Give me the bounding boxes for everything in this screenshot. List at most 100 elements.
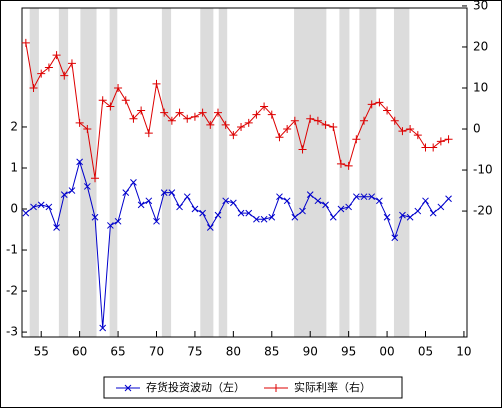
series-marker bbox=[167, 116, 176, 125]
shaded-period bbox=[80, 8, 97, 337]
series-marker bbox=[275, 133, 284, 142]
series-marker bbox=[214, 211, 222, 219]
shaded-period bbox=[393, 8, 410, 337]
series-marker bbox=[375, 98, 384, 107]
series-marker bbox=[436, 137, 445, 146]
series-marker bbox=[376, 197, 383, 205]
series-marker bbox=[76, 158, 83, 166]
legend-marker bbox=[272, 384, 280, 392]
series-marker bbox=[306, 191, 314, 199]
series-marker bbox=[145, 197, 153, 205]
x-tick-label: 55 bbox=[34, 345, 49, 359]
x-tick-label: 05 bbox=[418, 345, 433, 359]
series-marker bbox=[37, 69, 46, 78]
shaded-period bbox=[218, 8, 228, 337]
series-marker bbox=[322, 201, 329, 209]
series-marker bbox=[290, 116, 299, 125]
series-marker bbox=[160, 108, 169, 117]
shaded-period bbox=[339, 8, 350, 337]
series-marker bbox=[398, 127, 407, 136]
series-marker bbox=[360, 193, 368, 201]
x-tick-label: 60 bbox=[72, 345, 87, 359]
series-marker bbox=[114, 83, 123, 92]
series-marker bbox=[413, 131, 422, 140]
series-marker bbox=[91, 213, 99, 221]
y2-tick-label: 30 bbox=[473, 0, 488, 12]
series-marker bbox=[106, 102, 115, 111]
series-marker bbox=[391, 234, 399, 242]
series-marker bbox=[206, 120, 215, 129]
x-tick-label: 95 bbox=[341, 345, 356, 359]
legend-box bbox=[103, 376, 403, 399]
series-marker bbox=[68, 187, 76, 194]
x-tick-label: 10 bbox=[456, 345, 471, 359]
series-marker bbox=[414, 207, 422, 215]
series-marker bbox=[422, 197, 429, 205]
y2-tick-label: 20 bbox=[473, 39, 488, 53]
series-marker bbox=[98, 96, 107, 105]
series-marker bbox=[314, 197, 322, 205]
series-marker bbox=[183, 114, 192, 123]
series-marker bbox=[213, 108, 222, 117]
series-marker bbox=[437, 203, 445, 211]
series-marker bbox=[337, 205, 345, 213]
series-marker bbox=[352, 193, 360, 201]
series-marker bbox=[229, 131, 238, 140]
series-marker bbox=[244, 118, 253, 127]
series-marker bbox=[121, 96, 130, 105]
series-marker bbox=[99, 324, 107, 332]
series-marker bbox=[21, 38, 30, 47]
series-marker bbox=[230, 199, 237, 207]
series-marker bbox=[29, 83, 38, 92]
series-marker bbox=[421, 143, 430, 152]
series-marker bbox=[336, 159, 345, 168]
series-marker bbox=[321, 120, 330, 129]
series-marker bbox=[383, 213, 391, 221]
series-marker bbox=[344, 161, 353, 170]
series-marker bbox=[352, 135, 361, 144]
shaded-period bbox=[58, 8, 69, 337]
series-marker bbox=[291, 213, 299, 221]
x-tick-label: 80 bbox=[226, 345, 241, 359]
series-marker bbox=[390, 116, 399, 125]
series-marker bbox=[45, 203, 53, 211]
series-marker bbox=[129, 114, 138, 123]
y-tick-label: -2 bbox=[6, 284, 18, 298]
y2-tick-label: -20 bbox=[473, 204, 493, 218]
shaded-period bbox=[29, 8, 39, 337]
series-marker bbox=[190, 112, 199, 121]
series-marker bbox=[75, 118, 84, 127]
series-marker bbox=[198, 108, 207, 117]
series-marker bbox=[283, 197, 291, 205]
series-marker bbox=[252, 110, 261, 119]
legend-marker bbox=[124, 384, 132, 392]
x-tick-label: 75 bbox=[187, 345, 202, 359]
series-marker bbox=[91, 174, 100, 183]
shaded-period bbox=[294, 8, 327, 337]
series-marker bbox=[260, 215, 268, 223]
shaded-period bbox=[161, 8, 172, 337]
series-marker bbox=[245, 209, 253, 217]
series-marker bbox=[298, 145, 307, 154]
series-marker bbox=[222, 197, 230, 205]
y-tick-label: -1 bbox=[6, 243, 18, 257]
x-tick-label: 85 bbox=[264, 345, 279, 359]
plot-frame bbox=[21, 7, 468, 338]
series-marker bbox=[22, 209, 30, 217]
shaded-period bbox=[109, 8, 118, 337]
series-marker bbox=[306, 114, 315, 123]
series-marker bbox=[221, 120, 230, 129]
series-marker bbox=[367, 100, 376, 109]
series-marker bbox=[253, 215, 260, 223]
series-marker bbox=[429, 143, 438, 152]
y2-tick-label: -10 bbox=[473, 163, 493, 177]
shaded-period bbox=[359, 8, 377, 337]
y2-tick-label: 0 bbox=[473, 122, 481, 136]
legend-label: 存货投资波动（左） bbox=[146, 380, 245, 394]
series-marker bbox=[122, 189, 130, 196]
series-marker bbox=[30, 203, 37, 211]
series-marker bbox=[383, 106, 392, 115]
series-marker bbox=[267, 110, 276, 119]
shaded-period bbox=[200, 8, 214, 337]
series-marker bbox=[268, 213, 276, 221]
